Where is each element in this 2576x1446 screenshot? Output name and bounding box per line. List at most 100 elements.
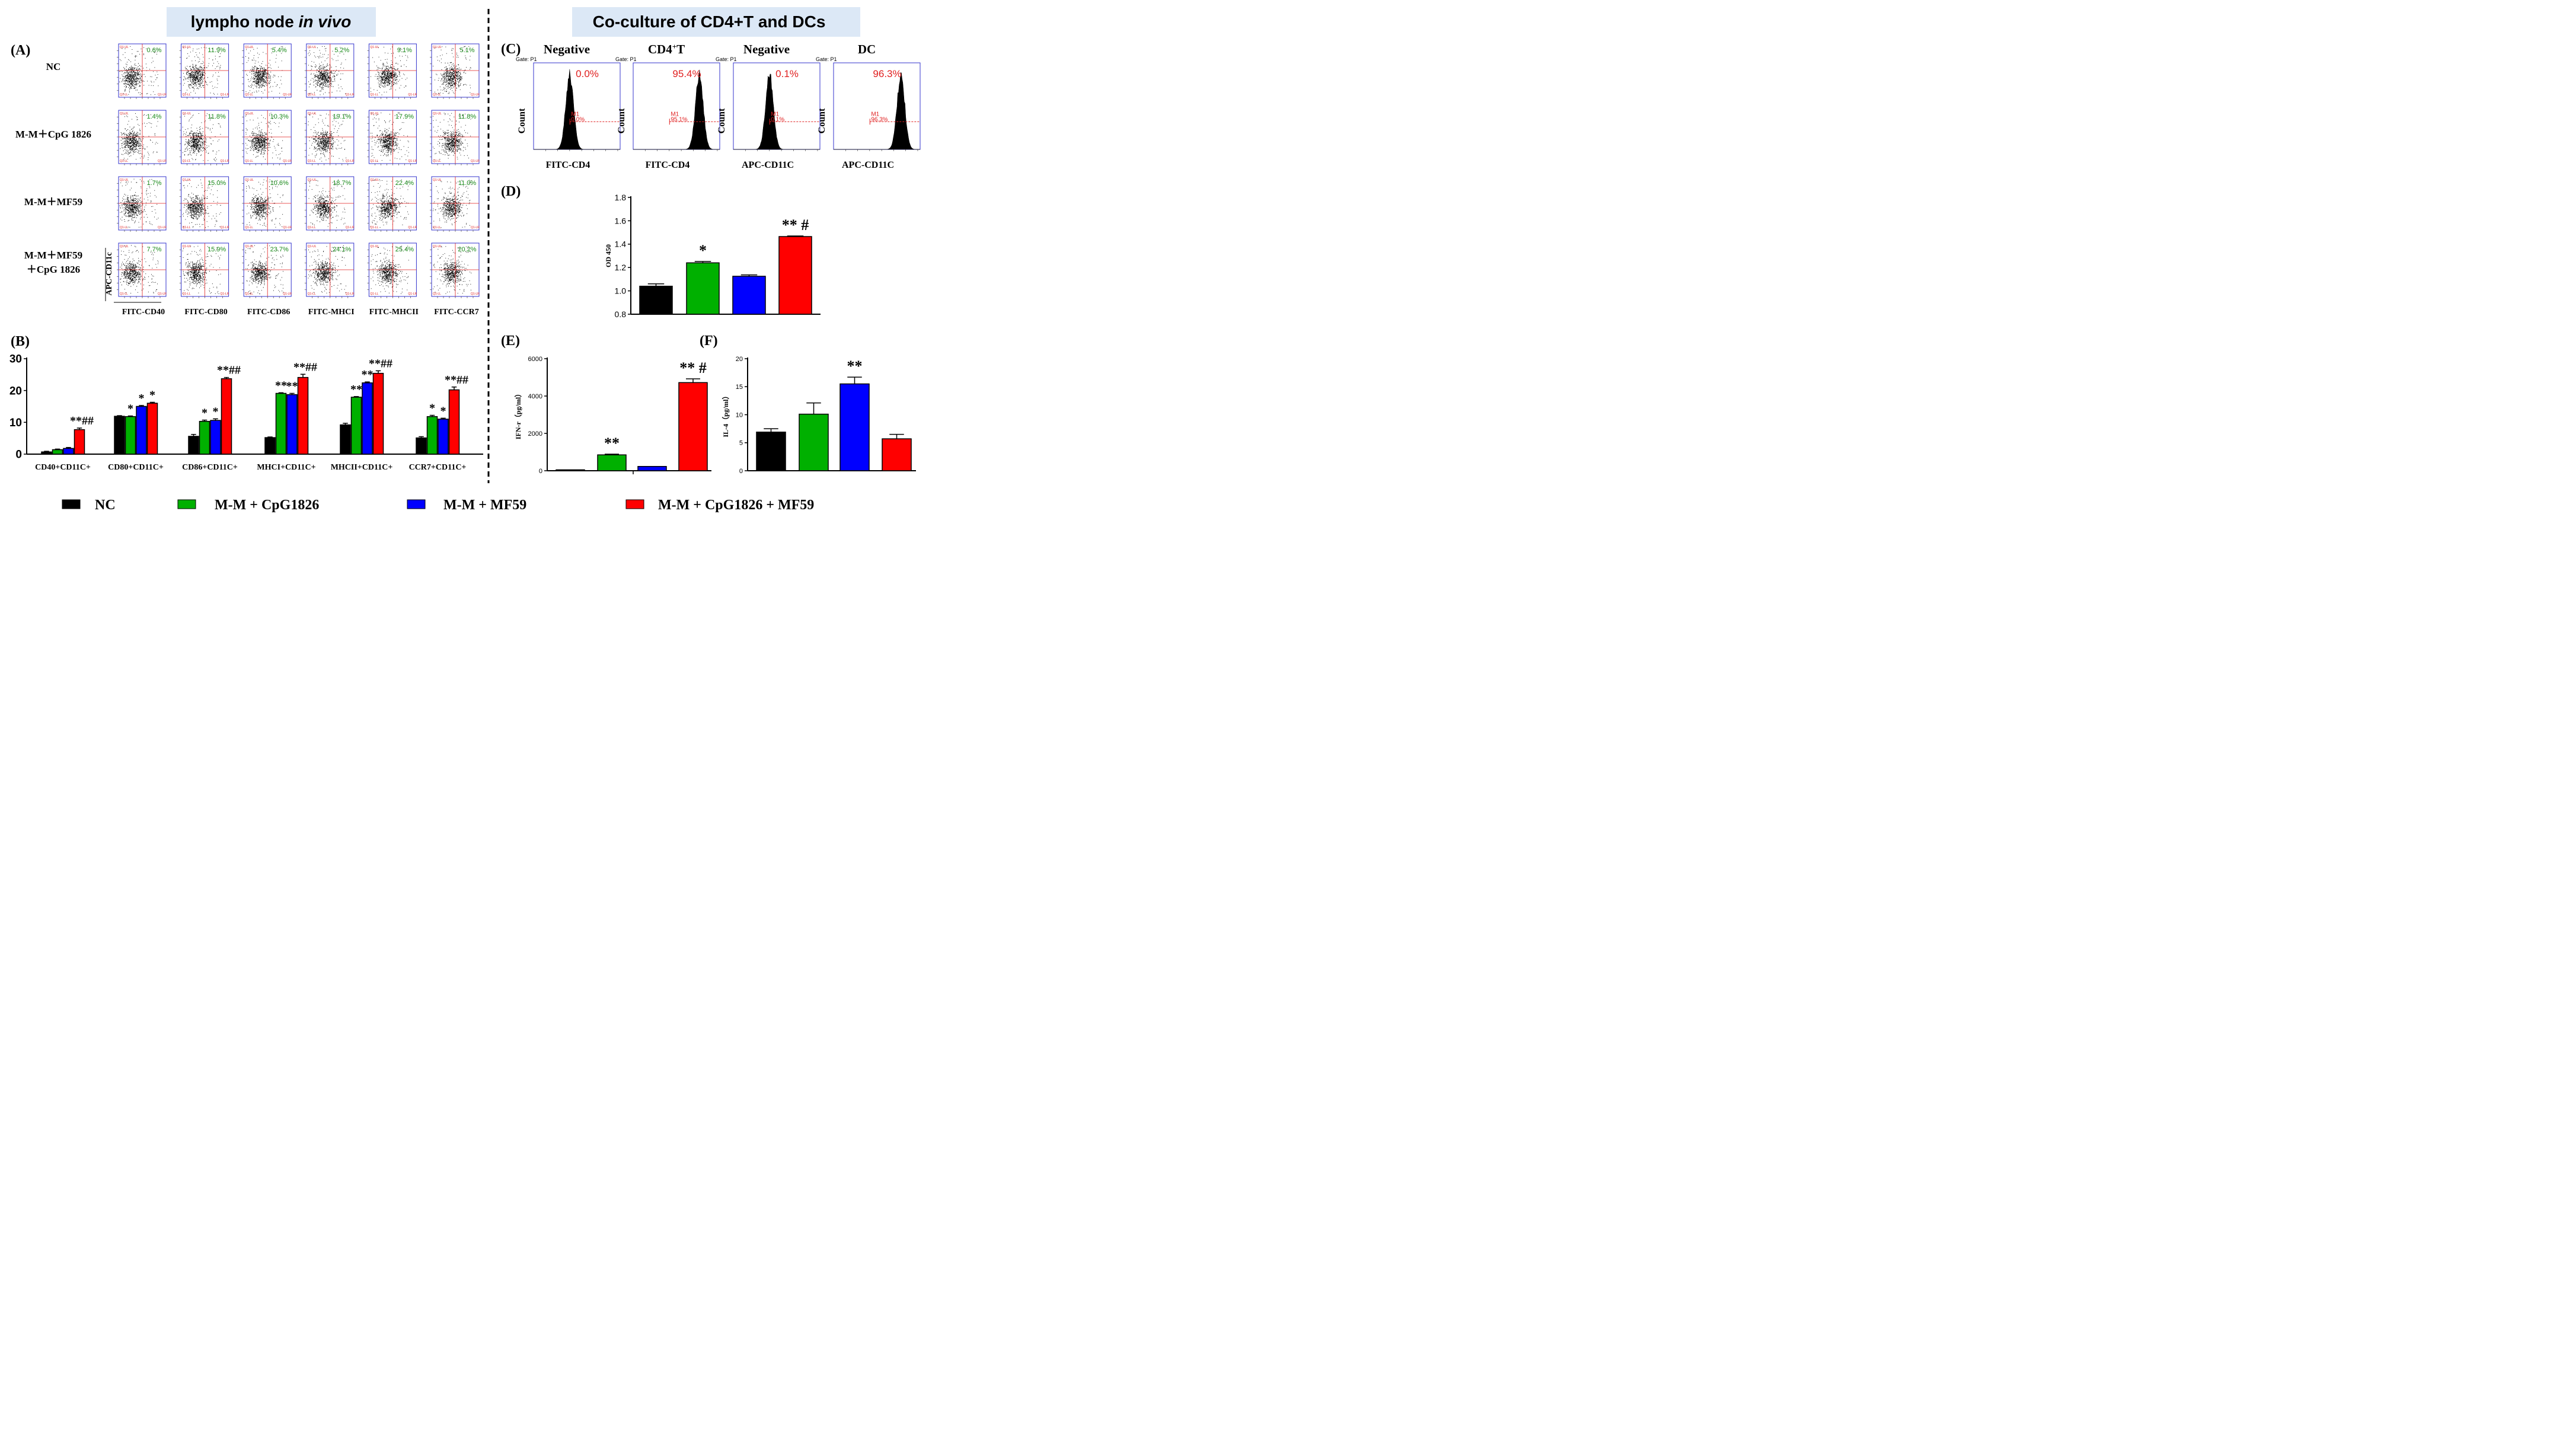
percentage-label: 11.0% bbox=[458, 180, 477, 187]
quadrant-label: Q1-LL bbox=[370, 226, 378, 229]
panel-label-A: (A) bbox=[11, 43, 30, 58]
m1-percent: 0.1% bbox=[771, 116, 784, 123]
quadrant-label: Q1-LR bbox=[221, 93, 229, 97]
cell-events bbox=[433, 113, 471, 160]
percentage-label: 1.7% bbox=[146, 180, 161, 187]
bar bbox=[52, 449, 63, 455]
bar bbox=[286, 394, 298, 455]
m1-label: M1 bbox=[771, 111, 779, 117]
y-axis-label: Count bbox=[817, 108, 827, 133]
histogram-title: Negative bbox=[743, 42, 790, 56]
quadrant-label: Q1-UL bbox=[433, 112, 442, 116]
percentage-label: 18.7% bbox=[333, 180, 351, 187]
quadrant-label: Q1-UL bbox=[183, 46, 191, 49]
m1-percent: 96.3% bbox=[871, 116, 888, 123]
significance-label: **## bbox=[217, 364, 241, 377]
bar bbox=[74, 429, 85, 455]
quadrant-label: Q1-LR bbox=[408, 93, 417, 97]
percentage-label: 1.4% bbox=[146, 113, 161, 120]
y-tick-label: 20 bbox=[736, 356, 743, 363]
quadrant-label: Q1-UL bbox=[370, 46, 379, 49]
bar bbox=[297, 376, 309, 455]
cell-events bbox=[308, 46, 346, 95]
significance-label: ** bbox=[286, 379, 298, 392]
dot-plot: Q1-UL Q1-LL Q1-LR 5.2% bbox=[304, 43, 355, 99]
quadrant-label: Q1-LR bbox=[471, 292, 480, 296]
dot-plot: Q1-UL Q1-LL Q1-LR 25.4% bbox=[367, 242, 417, 298]
bar bbox=[639, 285, 673, 315]
quadrant-label: Q1-UL bbox=[433, 46, 442, 49]
quadrant-label: Q1-UL bbox=[308, 112, 317, 116]
bar bbox=[438, 419, 449, 455]
percentage-label: 5.1% bbox=[459, 47, 474, 54]
dot-plot: Q1-UL Q1-LL Q1-LR 11.8% bbox=[179, 110, 229, 165]
column-label: FITC-MHCII bbox=[369, 308, 419, 317]
m1-percent: 95.1% bbox=[671, 116, 687, 123]
cell-events bbox=[433, 180, 472, 228]
significance-label: * bbox=[429, 402, 435, 415]
y-axis-label: Count bbox=[517, 108, 527, 133]
quadrant-label: Q1-UL bbox=[370, 245, 379, 248]
dot-plot: Q1-UL Q1-LL Q1-LR 7.7% bbox=[117, 242, 167, 298]
legend-swatch bbox=[177, 499, 196, 509]
quadrant-label: Q1-UL bbox=[183, 178, 191, 182]
dot-plot: Q1-UL Q1-LL Q1-LR 19.1% bbox=[304, 110, 355, 165]
bar bbox=[264, 437, 276, 455]
quadrant-label: Q1-LL bbox=[433, 226, 441, 229]
y-tick-label: 1.8 bbox=[615, 193, 627, 202]
panel-B-bar-chart: CD40+CD11C+ CD80+CD11C+ CD86+CD11C+ MHCI+CD… bbox=[9, 353, 483, 472]
legend-swatch bbox=[625, 499, 644, 509]
cell-events bbox=[370, 179, 409, 228]
bar bbox=[146, 403, 158, 455]
cell-events bbox=[370, 112, 409, 162]
left-header-banner bbox=[167, 7, 376, 37]
positive-percent: 95.4% bbox=[672, 68, 701, 79]
category-label: CD80+CD11C+ bbox=[108, 463, 164, 472]
quadrant-label: Q1-LR bbox=[158, 159, 167, 163]
y-tick-label: 0 bbox=[539, 468, 542, 475]
y-tick-label: 10 bbox=[9, 417, 22, 429]
y-tick-label: 0 bbox=[739, 468, 743, 475]
quadrant-label: Q1-LR bbox=[158, 292, 167, 296]
legend: NC M-M + CpG1826 M-M + MF59 M-M + CpG1826 +… bbox=[62, 497, 814, 513]
percentage-label: 5.4% bbox=[272, 47, 287, 54]
dot-plot: Q1-UL Q1-LL Q1-LR 22.4% bbox=[367, 176, 417, 232]
legend-label: M-M + CpG1826 + MF59 bbox=[658, 497, 814, 513]
figure-root: lympho node in vivo Co-culture of CD4+T … bbox=[0, 0, 927, 520]
y-axis-label: IL-4（pg/ml） bbox=[721, 392, 730, 437]
percentage-label: 15.0% bbox=[208, 180, 226, 187]
significance-label: * bbox=[127, 403, 133, 416]
bar bbox=[882, 438, 912, 471]
quadrant-label: Q1-LL bbox=[308, 93, 316, 97]
quadrant-label: Q1-LR bbox=[283, 93, 292, 97]
quadrant-label: Q1-LL bbox=[183, 159, 191, 163]
bar bbox=[340, 424, 351, 455]
quadrant-label: Q1-LR bbox=[283, 226, 292, 229]
quadrant-label: Q1-LL bbox=[308, 226, 316, 229]
dot-plot: Q1-UL Q1-LL Q1-LR 23.7% bbox=[242, 242, 292, 298]
histogram-title: CD4+T bbox=[648, 42, 685, 57]
y-axis-label: Count bbox=[617, 108, 627, 133]
m1-percent: 0.0% bbox=[571, 116, 585, 123]
quadrant-label: Q1-UL bbox=[120, 245, 129, 248]
quadrant-label: Q1-LR bbox=[283, 159, 292, 163]
dot-plot: Q1-UL Q1-LL Q1-LR 1.7% bbox=[117, 176, 167, 232]
quadrant-label: Q1-LR bbox=[408, 226, 417, 229]
significance-label: ** bbox=[847, 357, 863, 375]
quadrant-label: Q1-UL bbox=[183, 112, 191, 116]
positive-percent: 0.1% bbox=[775, 68, 799, 79]
percentage-label: 17.9% bbox=[395, 113, 414, 120]
y-tick-label: 0 bbox=[15, 449, 22, 461]
dot-plot: Q1-UL Q1-LL Q1-LR 11.8% bbox=[430, 110, 480, 165]
quadrant-label: Q1-UL bbox=[433, 245, 442, 248]
quadrant-label: Q1-LL bbox=[370, 159, 378, 163]
significance-label: * bbox=[699, 242, 707, 259]
quadrant-label: Q1-LL bbox=[308, 159, 316, 163]
bar bbox=[778, 236, 812, 315]
quadrant-label: Q1-UL bbox=[245, 112, 254, 116]
histogram-x-label: FITC-CD4 bbox=[546, 160, 590, 170]
column-label: FITC-CD80 bbox=[184, 308, 227, 317]
legend-label: M-M + CpG1826 bbox=[215, 497, 319, 513]
